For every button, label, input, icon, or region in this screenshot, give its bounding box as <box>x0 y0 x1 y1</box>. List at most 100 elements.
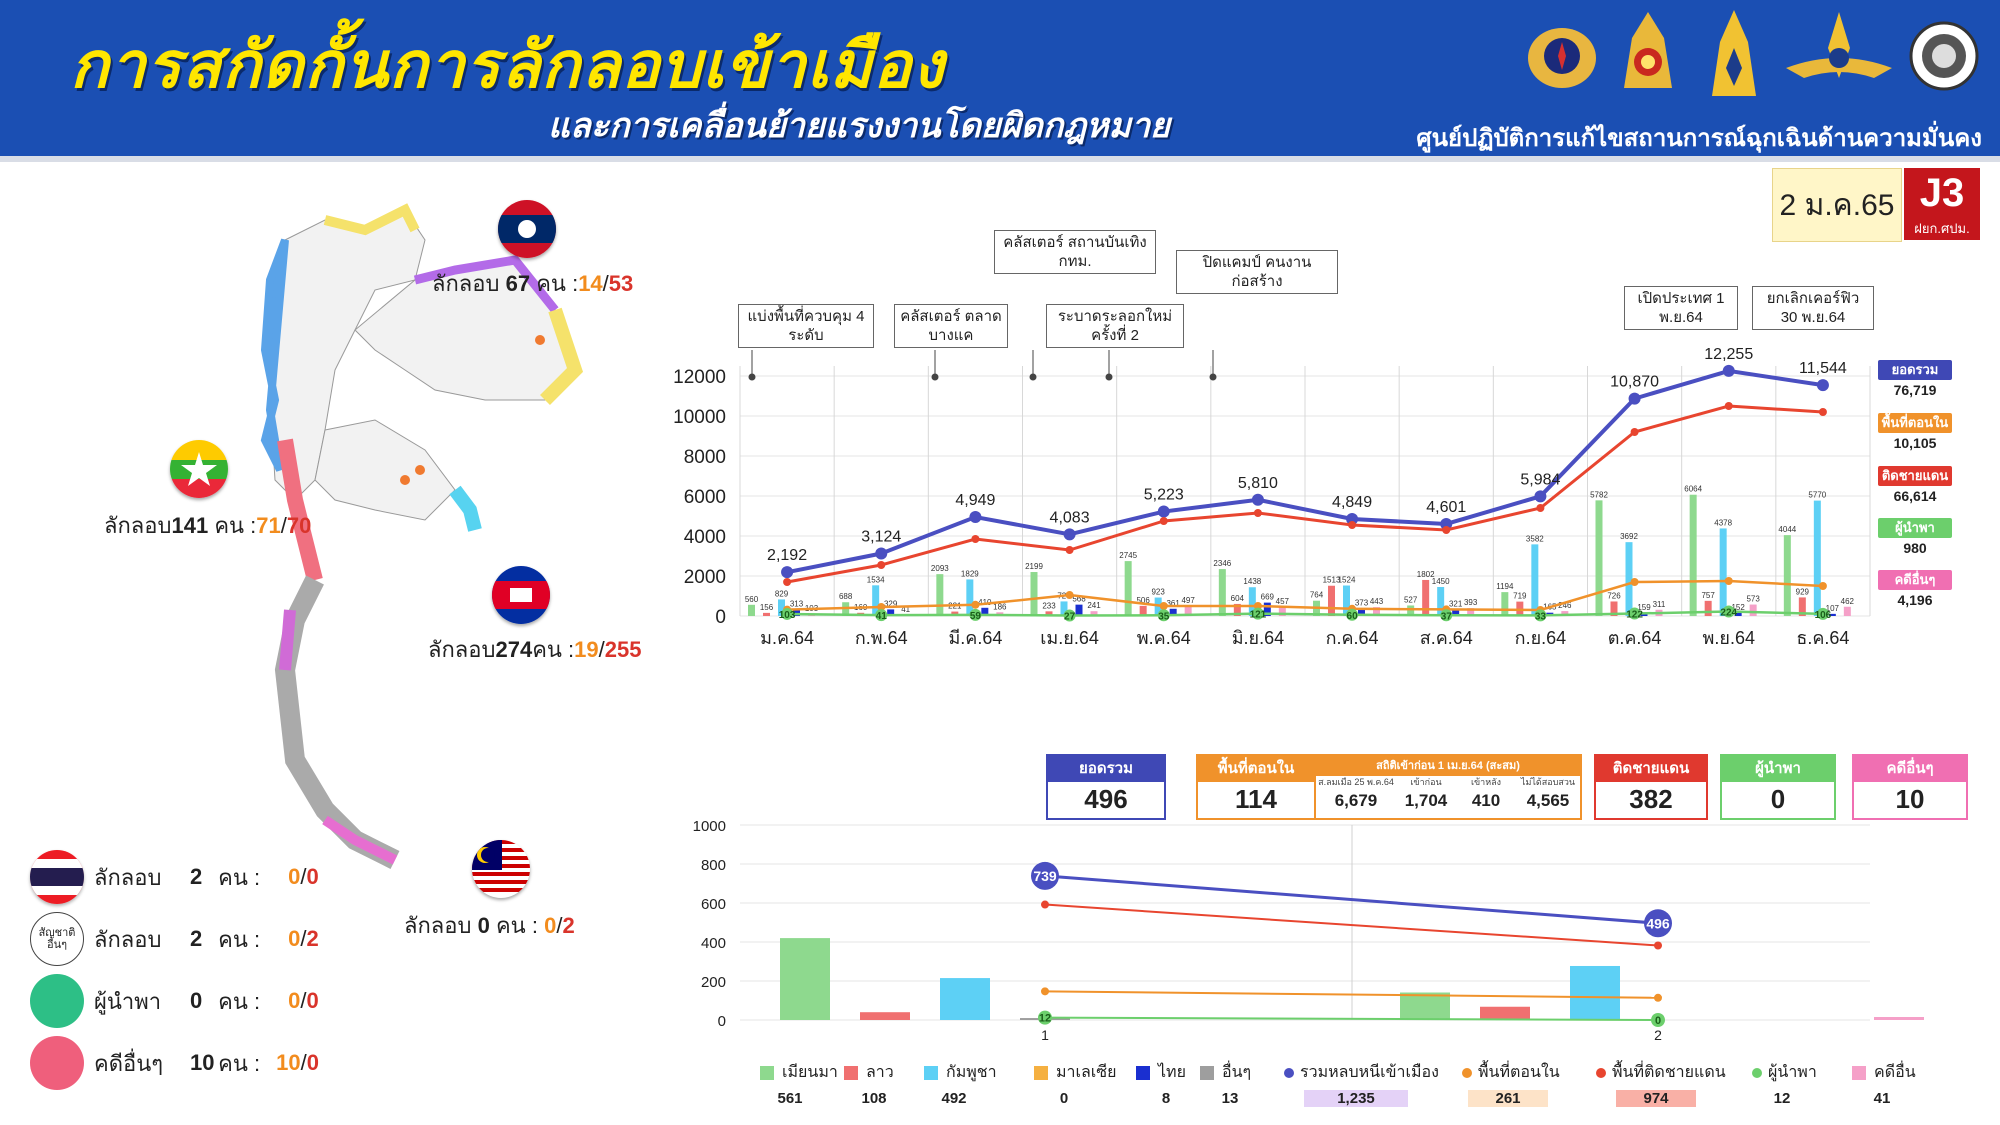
event-bangkae-cluster: คลัสเตอร์ ตลาดบางแค <box>894 304 1008 348</box>
y-tick-label: 200 <box>701 974 726 991</box>
pink-circle-icon <box>30 1036 84 1090</box>
point-ผู้นำพา <box>875 609 888 622</box>
legend-label: เมียนมา <box>782 1064 838 1081</box>
bar-value-label: 3582 <box>1526 534 1544 543</box>
bar-value-label: 103 <box>805 604 819 613</box>
point-ผู้นำพา <box>1651 1013 1665 1027</box>
event-curfew-lifted: ยกเลิกเคอร์ฟิว 30 พ.ย.64 <box>1752 286 1874 330</box>
legend-label: ผู้นำพา <box>1768 1064 1817 1081</box>
thai-flag-icon <box>30 850 84 904</box>
kpi-total: ยอดรวม 496 <box>1046 754 1166 820</box>
bar-laos <box>1045 611 1053 616</box>
bar-myanmar <box>1218 569 1226 616</box>
bar-value-label: 159 <box>1637 603 1651 612</box>
bar-value-label: 462 <box>1841 597 1855 606</box>
bar-myanmar <box>1689 494 1697 616</box>
bar-value-label: 5782 <box>1590 490 1608 499</box>
bar-thai <box>1640 612 1648 616</box>
event-country-reopen: เปิดประเทศ 1 พ.ย.64 <box>1624 286 1738 330</box>
legend-item: รวมหลบหนีเข้าเมือง <box>1284 1060 1439 1085</box>
point-รวมหลบหนีเข้าเมือง <box>1031 861 1059 890</box>
laos-flag-icon <box>498 200 556 258</box>
line-ติดชายแดน <box>786 404 1824 584</box>
bar-cambodia <box>872 585 880 616</box>
bar-myanmar <box>1783 535 1791 616</box>
bar-value-label: 669 <box>1261 593 1275 602</box>
event-marker <box>748 373 756 381</box>
report-date: 2 ม.ค.65 <box>1772 168 1902 242</box>
bar-value-label: 1534 <box>867 575 885 584</box>
legend-swatch <box>1034 1065 1048 1080</box>
myanmar-flag-icon <box>170 440 228 498</box>
bar-other <box>1655 609 1663 616</box>
bar-cambodia <box>1437 587 1445 616</box>
bar-other <box>1184 606 1192 616</box>
air-force-emblem-icon <box>1786 12 1892 78</box>
point-ติดชายแดน <box>1065 546 1074 554</box>
legend-swatch <box>1136 1065 1150 1080</box>
bar-thai <box>1075 604 1083 616</box>
side-total-label: ยอดรวม <box>1878 360 1952 380</box>
point-ติดชายแดน <box>1159 517 1168 525</box>
page-title: การสกัดกั้นการลักลอบเข้าเมือง <box>70 29 945 101</box>
bar-cambodia <box>1531 544 1539 616</box>
bar-thai <box>981 607 989 616</box>
legend-total-value: 561 <box>777 1090 803 1107</box>
legend-label: กัมพูชา <box>946 1064 997 1081</box>
bar-value-label: 246 <box>1558 601 1572 610</box>
total-data-label: 4,949 <box>955 492 995 509</box>
legend-label: คดีอื่น <box>1874 1064 1916 1081</box>
navy-emblem-icon <box>1528 28 1596 88</box>
bar-thai <box>1263 602 1271 616</box>
side-total-value: 76,719 <box>1893 382 1937 398</box>
kpi-inland: พื้นที่ตอนใน 114 <box>1196 754 1316 820</box>
point-value-label: 0 <box>1655 1015 1661 1027</box>
bar-อื่นๆ <box>1610 1019 1660 1020</box>
bar-value-label: 311 <box>1653 600 1666 609</box>
bar-กัมพูชา <box>1570 965 1620 1020</box>
bar-other-cases <box>1874 1017 1924 1020</box>
point-ผู้นำพา <box>1534 609 1547 622</box>
point-ยอดรวม <box>781 566 794 579</box>
j3-badge: J3 ฝยก.ศปม. <box>1904 168 1980 240</box>
legend-label: ลาว <box>866 1064 894 1081</box>
point-ติดชายแดน <box>783 578 792 586</box>
total-data-label: 5,984 <box>1520 471 1560 488</box>
bar-thai <box>1452 609 1460 616</box>
bar-value-label: 1194 <box>1496 582 1514 591</box>
legend-total-value: 41 <box>1873 1090 1891 1107</box>
side-total-label: พื้นที่ตอนใน <box>1878 413 1952 433</box>
legend-swatch <box>1462 1067 1472 1078</box>
smuggler-value-label: 106 <box>1815 610 1832 621</box>
y-tick-label: 12000 <box>673 367 726 388</box>
legend-item: มาเลเซีย <box>1034 1060 1117 1085</box>
bar-value-label: 156 <box>760 603 774 612</box>
x-tick-label: ต.ค.64 <box>1608 628 1662 648</box>
legend-swatch <box>1752 1067 1762 1078</box>
kpi-other-cases: คดีอื่นๆ 10 <box>1852 754 1968 820</box>
point-พื้นที่ตอนใน <box>1654 993 1662 1002</box>
point-พื้นที่ตอนใน <box>1630 578 1639 586</box>
bar-laos <box>857 612 865 616</box>
bar-thai <box>1546 612 1554 616</box>
point-ผู้นำพา <box>1063 609 1076 622</box>
point-ผู้นำพา <box>781 607 794 620</box>
bar-other <box>1843 606 1851 616</box>
y-tick-label: 10000 <box>673 407 726 428</box>
bar-ลาว <box>860 1012 910 1020</box>
point-ผู้นำพา <box>1816 607 1829 620</box>
line-พื้นที่ติดชายแดน <box>1044 903 1659 947</box>
y-tick-label: 1000 <box>693 818 726 835</box>
royal-navy-crest-icon <box>1712 10 1756 96</box>
smuggler-value-label: 37 <box>1441 611 1453 622</box>
point-value-label: 12 <box>1039 1013 1051 1025</box>
bar-laos <box>1233 603 1241 616</box>
legend-label: อื่นๆ <box>1222 1064 1252 1081</box>
line-ผู้นำพา <box>1044 1016 1659 1021</box>
thailand-map <box>260 203 584 869</box>
bar-value-label: 527 <box>1404 595 1418 604</box>
point-พื้นที่ตอนใน <box>1041 987 1049 996</box>
legend-total-value: 261 <box>1468 1090 1548 1107</box>
x-tick-label: มี.ค.64 <box>948 628 1002 648</box>
point-ผู้นำพา <box>1440 609 1453 622</box>
